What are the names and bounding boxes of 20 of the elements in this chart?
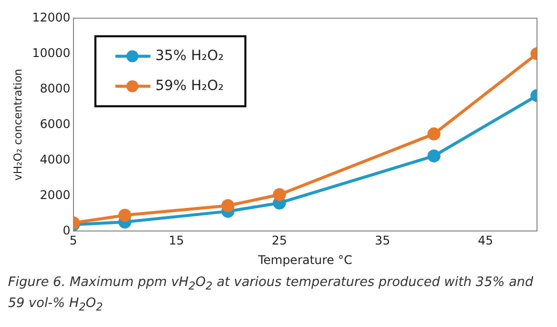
x-axis-title: Temperature °C [257, 252, 352, 267]
y-tick-label: 4000 [40, 152, 70, 166]
y-tick-label: 10000 [32, 46, 70, 60]
y-tick-label: 6000 [40, 116, 70, 131]
y-tick-label: 0 [62, 223, 70, 238]
y-tick-label: 12000 [32, 10, 70, 24]
x-tick-label: 15 [168, 234, 184, 248]
legend-label: 35% H₂O₂ [155, 48, 224, 64]
point [272, 188, 286, 202]
x-tick-label: 25 [272, 234, 288, 248]
y-axis-title: vH₂O₂ concentration [11, 68, 24, 181]
y-tick-label: 8000 [40, 81, 70, 96]
text: Figure 6. Maximum ppm vH$_{2}$O$_{2}$ at various temperatures produced with 35% and 59 vol-% H$_{2}$O$_{2}$ [8, 275, 534, 314]
x-tick-label: 5 [70, 234, 78, 248]
point [118, 208, 132, 222]
point [221, 199, 234, 212]
legend-label: 59% H₂O₂ [155, 78, 224, 94]
y-tick-label: 2000 [40, 188, 70, 202]
x-tick-label: 45 [478, 234, 494, 248]
x-tick-label: 35 [374, 234, 390, 248]
